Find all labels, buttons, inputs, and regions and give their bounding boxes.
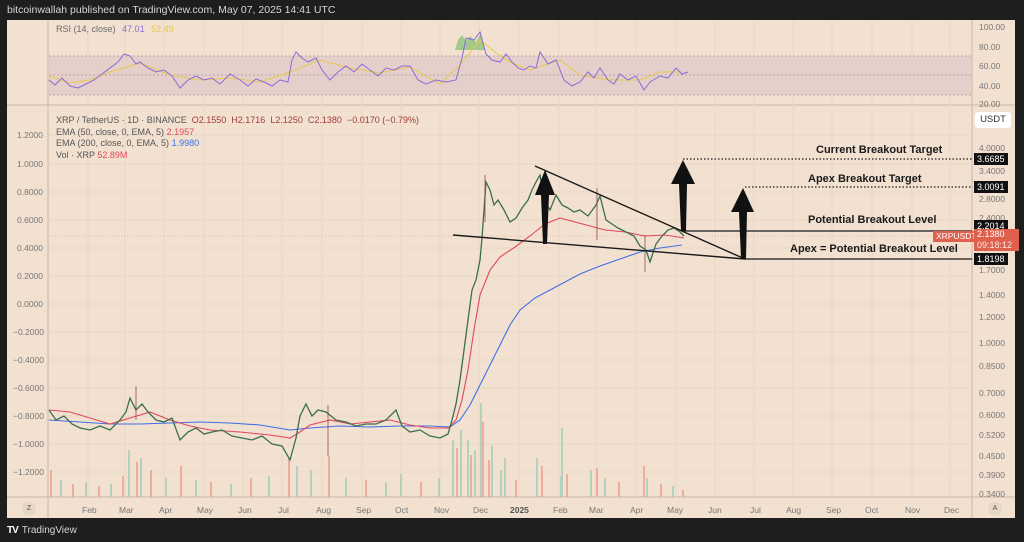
volume-value: 52.89M	[97, 149, 128, 160]
volume-label: Vol · XRP	[56, 149, 95, 160]
currency-button[interactable]: USDT	[975, 112, 1011, 128]
time-axis-label: May	[197, 505, 214, 515]
right-axis-tick: 0.3900	[979, 470, 1005, 480]
right-axis-tick: 3.4000	[979, 166, 1005, 176]
left-axis-tick: 0.2000	[17, 271, 43, 281]
ema50-row[interactable]: EMA (50, close, 0, EMA, 5) 2.1957	[56, 127, 419, 139]
time-axis-label: May	[667, 505, 684, 515]
close-value: C2.1380	[307, 115, 342, 125]
time-axis-label: Nov	[434, 505, 450, 515]
right-axis-tick: 2.4000	[979, 213, 1005, 223]
time-axis-label: Feb	[82, 505, 97, 515]
right-axis-tick: 4.0000	[979, 143, 1005, 153]
change-value: −0.0170 (−0.79%)	[346, 115, 419, 125]
time-axis-label: Sep	[356, 505, 372, 515]
right-axis-tick: 1.0000	[979, 338, 1005, 348]
right-axis-tick: 0.5200	[979, 430, 1005, 440]
rsi-axis-tick: 60.00	[979, 61, 1001, 71]
time-axis-label: Dec	[944, 505, 960, 515]
right-axis-tick: 0.4500	[979, 451, 1005, 461]
ema200-row[interactable]: EMA (200, close, 0, EMA, 5) 1.9980	[56, 138, 419, 150]
rsi-legend: RSI (14, close) 47.01 52.49	[56, 24, 174, 34]
volume-row[interactable]: Vol · XRP 52.89M	[56, 150, 419, 162]
price-tag-apex-level: 1.8198	[974, 253, 1008, 265]
right-axis-tick: 0.7000	[979, 388, 1005, 398]
time-axis-label: Mar	[119, 505, 134, 515]
left-axis-tick: 1.2000	[17, 130, 43, 140]
annotation-potential-breakout-level: Potential Breakout Level	[808, 214, 937, 226]
time-axis-label: Mar	[589, 505, 604, 515]
rsi-axis-tick: 40.00	[979, 81, 1001, 91]
time-axis-label: Aug	[786, 505, 802, 515]
chart-frame[interactable]	[7, 20, 1015, 518]
right-axis-tick: 2.8000	[979, 194, 1005, 204]
current-price-tag: 2.1380 09:18:12	[974, 229, 1019, 251]
time-axis-label: Jun	[708, 505, 722, 515]
ema50-label: EMA (50, close, 0, EMA, 5)	[56, 126, 165, 137]
rsi-axis-tick: 20.00	[979, 99, 1001, 109]
price-tag-apex-target: 3.0091	[974, 181, 1008, 193]
ema200-label: EMA (200, close, 0, EMA, 5)	[56, 138, 170, 148]
left-axis-tick: −1.0000	[13, 439, 44, 449]
left-axis-tick: −0.6000	[13, 383, 44, 393]
time-axis-label: Jul	[750, 505, 761, 515]
time-axis-label: Sep	[826, 505, 842, 515]
tradingview-logo[interactable]: TV TradingView	[7, 525, 77, 536]
left-axis-tick: −0.8000	[13, 411, 44, 421]
left-axis-tick: 0.0000	[17, 299, 43, 309]
bar-countdown: 09:18:12	[977, 240, 1013, 250]
right-axis-tick: 0.8500	[979, 361, 1005, 371]
symbol-line: XRP / TetherUS · 1D · BINANCE	[56, 115, 187, 125]
left-axis-tick: −0.4000	[13, 355, 44, 365]
time-axis-label: Jul	[278, 505, 289, 515]
rsi-label: RSI (14, close)	[56, 24, 116, 34]
time-axis-label: Jun	[238, 505, 252, 515]
time-axis-label: Oct	[395, 505, 409, 515]
time-axis-label: Apr	[159, 505, 173, 515]
time-axis-label: Nov	[905, 505, 921, 515]
rsi-axis-tick: 100.00	[979, 22, 1005, 32]
symbol-row[interactable]: XRP / TetherUS · 1D · BINANCE O2.1550 H2…	[56, 115, 419, 127]
time-axis-label-year: 2025	[510, 505, 529, 515]
open-value: O2.1550	[191, 115, 227, 125]
time-axis-label: Apr	[630, 505, 644, 515]
rsi-ma-value: 52.49	[151, 24, 174, 34]
annotation-current-breakout-target: Current Breakout Target	[816, 144, 943, 156]
rsi-axis-tick: 80.00	[979, 42, 1001, 52]
low-value: L2.1250	[270, 115, 303, 125]
zoom-button[interactable]: Z	[22, 502, 36, 516]
price-tag-current-target: 3.6685	[974, 153, 1008, 165]
time-axis-label: Aug	[316, 505, 332, 515]
left-axis-tick: 0.8000	[17, 187, 43, 197]
left-axis-tick: −1.2000	[13, 467, 44, 477]
time-axis-label: Dec	[473, 505, 489, 515]
ema50-value: 2.1957	[166, 126, 195, 137]
symbol-tag: XRPUSDT	[933, 231, 980, 242]
time-axis-label: Oct	[865, 505, 879, 515]
auto-scale-button[interactable]: A	[988, 502, 1002, 516]
publisher-line: bitcoinwallah published on TradingView.c…	[7, 4, 336, 16]
right-axis-tick: 1.7000	[979, 265, 1005, 275]
left-axis-tick: 0.6000	[17, 215, 43, 225]
right-axis-tick: 0.3400	[979, 489, 1005, 499]
main-legend: XRP / TetherUS · 1D · BINANCE O2.1550 H2…	[56, 115, 419, 161]
right-axis-tick: 1.4000	[979, 290, 1005, 300]
tradingview-brand: TradingView	[21, 525, 77, 536]
current-price: 2.1380	[977, 229, 1005, 239]
right-axis-tick: 1.2000	[979, 312, 1005, 322]
annotation-apex-level: Apex = Potential Breakout Level	[790, 243, 958, 255]
tradingview-logo-icon: TV	[7, 525, 19, 536]
arrow-icons	[535, 160, 754, 259]
annotation-apex-breakout-target: Apex Breakout Target	[808, 173, 922, 185]
right-axis-tick: 0.6000	[979, 410, 1005, 420]
ema200-value: 1.9980	[171, 138, 200, 148]
left-axis-tick: −0.2000	[13, 327, 44, 337]
high-value: H2.1716	[231, 115, 266, 125]
rsi-value: 47.01	[122, 24, 145, 34]
left-axis-tick: 0.4000	[17, 243, 43, 253]
time-axis-label: Feb	[553, 505, 568, 515]
left-axis-tick: 1.0000	[17, 159, 43, 169]
